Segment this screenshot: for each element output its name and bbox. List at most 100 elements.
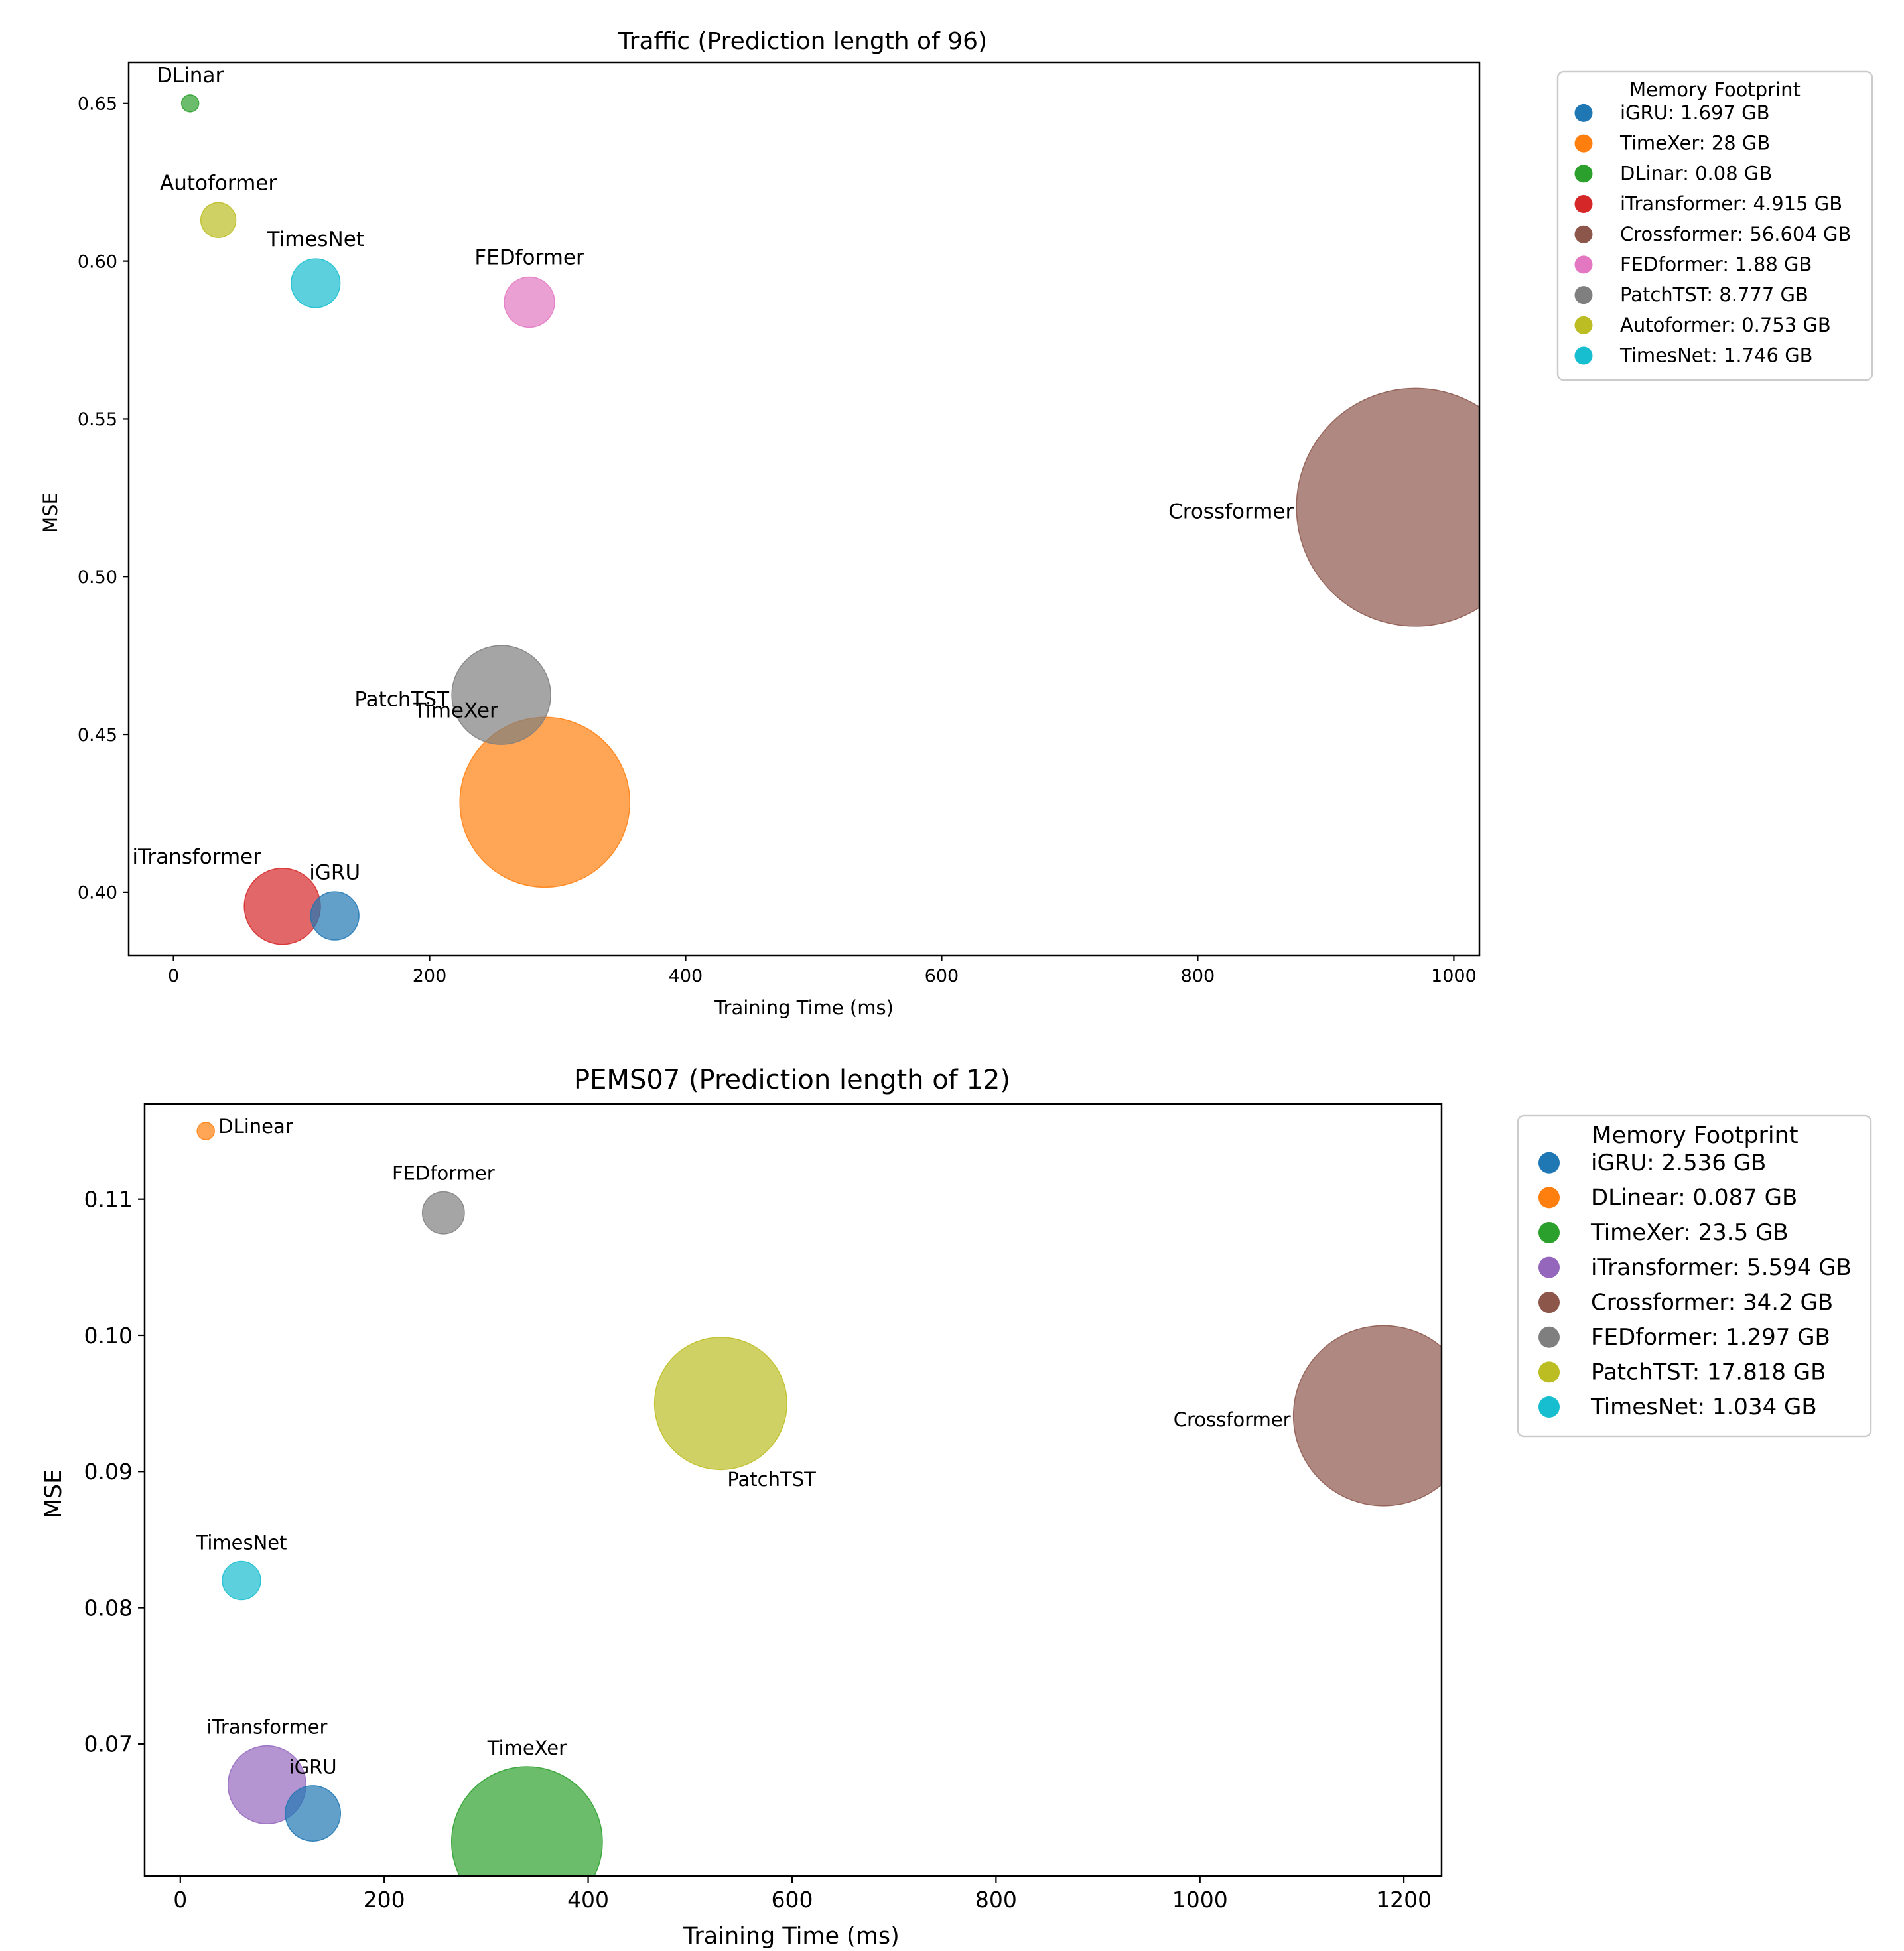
pems07-chart: PEMS07 (Prediction length of 12) iGRU DLi…	[40, 1065, 1872, 1950]
legend: Memory Footprint iGRU: 2.536 GB DLinear: …	[1517, 1114, 1872, 1438]
legend-marker-itransformer	[1538, 1256, 1560, 1278]
legend-marker-autoformer	[1574, 316, 1593, 334]
x-tick-label: 0	[173, 1887, 187, 1913]
bubble-timesnet	[222, 1560, 261, 1601]
point-label-fedformer: FEDformer	[474, 246, 584, 270]
x-tick-label: 0	[168, 966, 179, 986]
point-label-itransformer: iTransformer	[206, 1716, 327, 1739]
legend-entry-fedformer: FEDformer: 1.297 GB	[1591, 1324, 1830, 1351]
y-tick-label: 0.10	[84, 1323, 133, 1349]
point-label-patchtst: PatchTST	[354, 688, 450, 712]
point-label-igru: iGRU	[289, 1756, 337, 1779]
y-tick-label: 0.60	[78, 251, 117, 272]
legend-items: iGRU: 1.697 GB TimeXer: 28 GB DLinar: 0.08…	[1574, 101, 1851, 367]
legend-marker-timexer	[1538, 1221, 1560, 1243]
x-axis: 0 200 400 600 800 1000	[168, 955, 1477, 986]
legend-marker-timesnet	[1538, 1396, 1560, 1418]
plot-frame	[143, 1103, 1443, 1877]
point-label-itransformer: iTransformer	[132, 845, 261, 869]
point-label-dlinar: DLinar	[157, 64, 224, 88]
annotation-layer: iGRU DLinear TimeXer iTransformer Crossforme…	[196, 1115, 1291, 1779]
legend-entry-igru: iGRU: 1.697 GB	[1620, 101, 1770, 124]
legend-entry-itransformer: iTransformer: 4.915 GB	[1620, 192, 1842, 215]
bubble-timexer	[459, 716, 630, 888]
x-tick-label: 200	[364, 1887, 405, 1913]
bubble-fedformer	[504, 276, 555, 328]
chart-title: PEMS07 (Prediction length of 12)	[574, 1065, 1010, 1095]
x-tick-label: 200	[413, 966, 447, 986]
legend-entry-crossformer: Crossformer: 56.604 GB	[1620, 223, 1851, 245]
point-label-patchtst: PatchTST	[727, 1468, 816, 1491]
legend-entry-timexer: TimeXer: 23.5 GB	[1590, 1219, 1789, 1246]
annotation-layer: iGRU TimeXer DLinar iTransformer Crossformer…	[132, 64, 1294, 884]
legend-marker-patchtst	[1574, 286, 1593, 304]
x-tick-label: 400	[669, 966, 703, 986]
y-tick-label: 0.07	[84, 1731, 133, 1757]
bubble-timexer	[450, 1766, 603, 1876]
legend-marker-dlinar	[1574, 165, 1593, 183]
x-axis: 0 200 400 600 800 1000 1200	[173, 1876, 1432, 1913]
y-axis-label: MSE	[39, 492, 62, 533]
point-label-crossformer: Crossformer	[1174, 1408, 1291, 1431]
legend-marker-dlinear	[1538, 1187, 1560, 1209]
legend-marker-crossformer	[1538, 1292, 1560, 1313]
legend-entry-igru: iGRU: 2.536 GB	[1591, 1150, 1766, 1176]
legend-entry-dlinear: DLinear: 0.087 GB	[1591, 1185, 1797, 1211]
bubble-dlinar	[180, 94, 200, 113]
x-tick-label: 1000	[1172, 1887, 1228, 1913]
legend-entry-crossformer: Crossformer: 34.2 GB	[1591, 1289, 1833, 1315]
legend-marker-timesnet	[1574, 346, 1593, 365]
legend-marker-timexer	[1574, 134, 1593, 153]
y-tick-label: 0.08	[84, 1595, 133, 1621]
y-tick-label: 0.65	[78, 94, 117, 115]
bubble-timesnet	[291, 258, 341, 308]
x-tick-label: 800	[975, 1887, 1017, 1913]
x-tick-label: 1000	[1431, 966, 1477, 986]
legend-marker-fedformer	[1538, 1326, 1560, 1348]
point-label-igru: iGRU	[309, 860, 360, 884]
legend-marker-crossformer	[1574, 225, 1593, 243]
bubble-autoformer	[200, 202, 237, 238]
chart-title: Traffic (Prediction length of 96)	[618, 28, 987, 55]
bubble-layer	[180, 94, 1479, 945]
bubble-dlinear	[196, 1122, 215, 1140]
bubble-igru	[285, 1785, 342, 1842]
x-tick-label: 600	[925, 966, 959, 986]
legend-entry-itransformer: iTransformer: 5.594 GB	[1591, 1254, 1852, 1281]
point-label-timesnet: TimesNet	[196, 1531, 287, 1554]
point-label-timesnet: TimesNet	[267, 228, 364, 251]
traffic-chart: Traffic (Prediction length of 96) iGRU Ti…	[39, 28, 1873, 1019]
legend-marker-fedformer	[1574, 255, 1593, 274]
bubble-fedformer	[421, 1191, 465, 1235]
y-tick-label: 0.11	[84, 1187, 133, 1213]
legend-title: Memory Footprint	[1629, 78, 1801, 101]
legend-marker-igru	[1538, 1152, 1560, 1174]
legend-title: Memory Footprint	[1592, 1122, 1798, 1149]
legend-marker-patchtst	[1538, 1361, 1560, 1383]
bubble-patchtst	[653, 1337, 787, 1471]
point-label-dlinear: DLinear	[218, 1115, 293, 1138]
legend-items: iGRU: 2.536 GB DLinear: 0.087 GB TimeXer: …	[1538, 1150, 1852, 1420]
y-tick-label: 0.45	[78, 725, 117, 746]
x-tick-label: 400	[567, 1887, 609, 1913]
bubble-crossformer	[1296, 387, 1479, 627]
legend-entry-patchtst: PatchTST: 17.818 GB	[1591, 1359, 1826, 1386]
legend-entry-patchtst: PatchTST: 8.777 GB	[1620, 283, 1808, 306]
legend-entry-timesnet: TimesNet: 1.746 GB	[1619, 344, 1813, 367]
y-tick-label: 0.40	[78, 883, 117, 904]
legend-entry-timesnet: TimesNet: 1.034 GB	[1590, 1394, 1817, 1420]
y-tick-label: 0.50	[78, 567, 117, 588]
legend-entry-timexer: TimeXer: 28 GB	[1619, 132, 1770, 155]
y-tick-label: 0.55	[78, 409, 117, 430]
legend: Memory Footprint iGRU: 1.697 GB TimeXer: …	[1556, 70, 1873, 381]
x-tick-label: 800	[1181, 966, 1215, 986]
y-axis: 0.07 0.08 0.09 0.10 0.11	[84, 1187, 145, 1757]
bubble-layer	[196, 1122, 1442, 1876]
point-label-autoformer: Autoformer	[160, 172, 277, 196]
point-label-timexer: TimeXer	[413, 699, 498, 723]
point-label-fedformer: FEDformer	[392, 1162, 495, 1184]
x-axis-label: Training Time (ms)	[683, 1923, 900, 1950]
x-tick-label: 600	[771, 1887, 813, 1913]
y-axis-label: MSE	[40, 1469, 67, 1519]
